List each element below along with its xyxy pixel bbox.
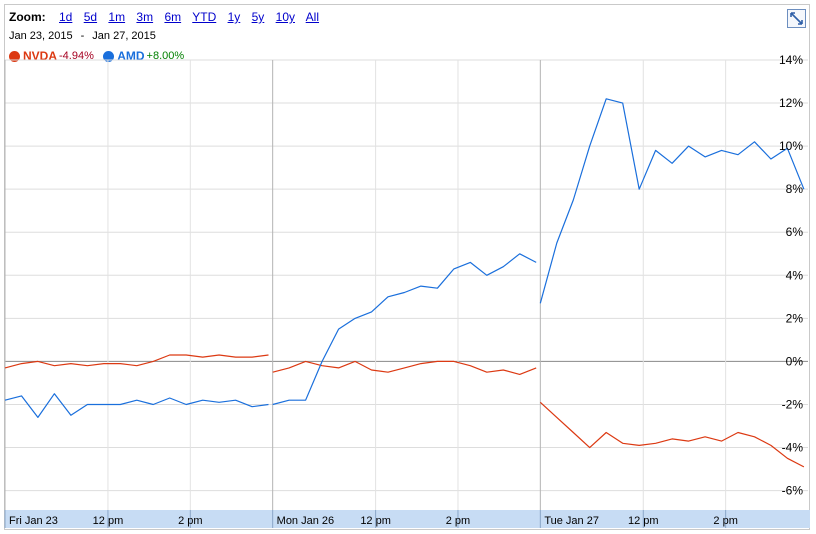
zoom-toolbar: Zoom: 1d 5d 1m 3m 6m YTD 1y 5y 10y All — [9, 10, 327, 24]
y-tick-label: 2% — [786, 311, 804, 325]
y-axis-ticks: 14% 12% 10% 8% 6% 4% 2% 0% -2% -4% -6% — [779, 53, 803, 498]
y-tick-label: -6% — [782, 484, 804, 498]
x-axis-band — [5, 510, 810, 528]
zoom-10y-link[interactable]: 10y — [275, 10, 295, 24]
zoom-1d-link[interactable]: 1d — [59, 10, 73, 24]
y-tick-label: 14% — [779, 53, 803, 67]
x-tick-label: Fri Jan 23 — [9, 515, 58, 527]
zoom-5y-link[interactable]: 5y — [251, 10, 265, 24]
x-tick-label: Mon Jan 26 — [277, 515, 334, 527]
zoom-ytd-link[interactable]: YTD — [192, 10, 217, 24]
amd-dot-icon — [103, 50, 115, 62]
y-tick-label: 8% — [786, 182, 804, 196]
range-end[interactable]: Jan 27, 2015 — [92, 30, 156, 42]
x-tick-label: Tue Jan 27 — [544, 515, 599, 527]
y-tick-label: 6% — [786, 225, 804, 239]
expand-icon — [790, 12, 803, 25]
zoom-6m-link[interactable]: 6m — [164, 10, 182, 24]
series-line-amd — [539, 98, 805, 304]
legend-change-amd: +8.00% — [146, 50, 185, 62]
x-axis-ticks: Fri Jan 23 12 pm 2 pm Mon Jan 26 12 pm 2 pm Tu… — [4, 510, 738, 528]
series-line-amd — [4, 393, 269, 418]
series-line-nvda — [4, 354, 269, 369]
grid — [4, 59, 808, 510]
series-line-nvda — [272, 360, 537, 375]
y-tick-label: 12% — [779, 96, 803, 110]
x-tick-label: 2 pm — [713, 515, 737, 527]
y-tick-label: 10% — [779, 139, 803, 153]
y-tick-label: 4% — [786, 268, 804, 282]
x-tick-label: 12 pm — [628, 515, 659, 527]
date-range: Jan 23, 2015- Jan 27, 2015 — [9, 30, 156, 42]
zoom-1y-link[interactable]: 1y — [227, 10, 241, 24]
zoom-label: Zoom: — [9, 10, 46, 24]
series-lines — [4, 98, 805, 468]
y-tick-label: -2% — [782, 397, 804, 411]
series-line-nvda — [539, 401, 805, 468]
x-tick-label: 2 pm — [178, 515, 202, 527]
y-tick-label: 0% — [786, 354, 804, 368]
zoom-5d-link[interactable]: 5d — [83, 10, 98, 24]
legend: NVDA -4.94% AMD +8.00% — [9, 49, 190, 65]
x-tick-label: 12 pm — [93, 515, 124, 527]
x-tick-label: 12 pm — [360, 515, 391, 527]
zoom-1m-link[interactable]: 1m — [108, 10, 126, 24]
range-start[interactable]: Jan 23, 2015 — [9, 30, 73, 42]
chart-frame — [4, 4, 810, 530]
zoom-3m-link[interactable]: 3m — [136, 10, 154, 24]
legend-change-nvda: -4.94% — [59, 50, 94, 62]
range-separator: - — [80, 30, 85, 42]
series-line-amd — [272, 253, 537, 406]
nvda-dot-icon — [9, 50, 20, 62]
expand-button[interactable] — [787, 9, 806, 28]
legend-item-amd[interactable]: AMD +8.00% — [103, 49, 184, 63]
zoom-all-link[interactable]: All — [305, 10, 320, 24]
y-tick-label: -4% — [782, 441, 804, 455]
x-tick-label: 2 pm — [446, 515, 470, 527]
